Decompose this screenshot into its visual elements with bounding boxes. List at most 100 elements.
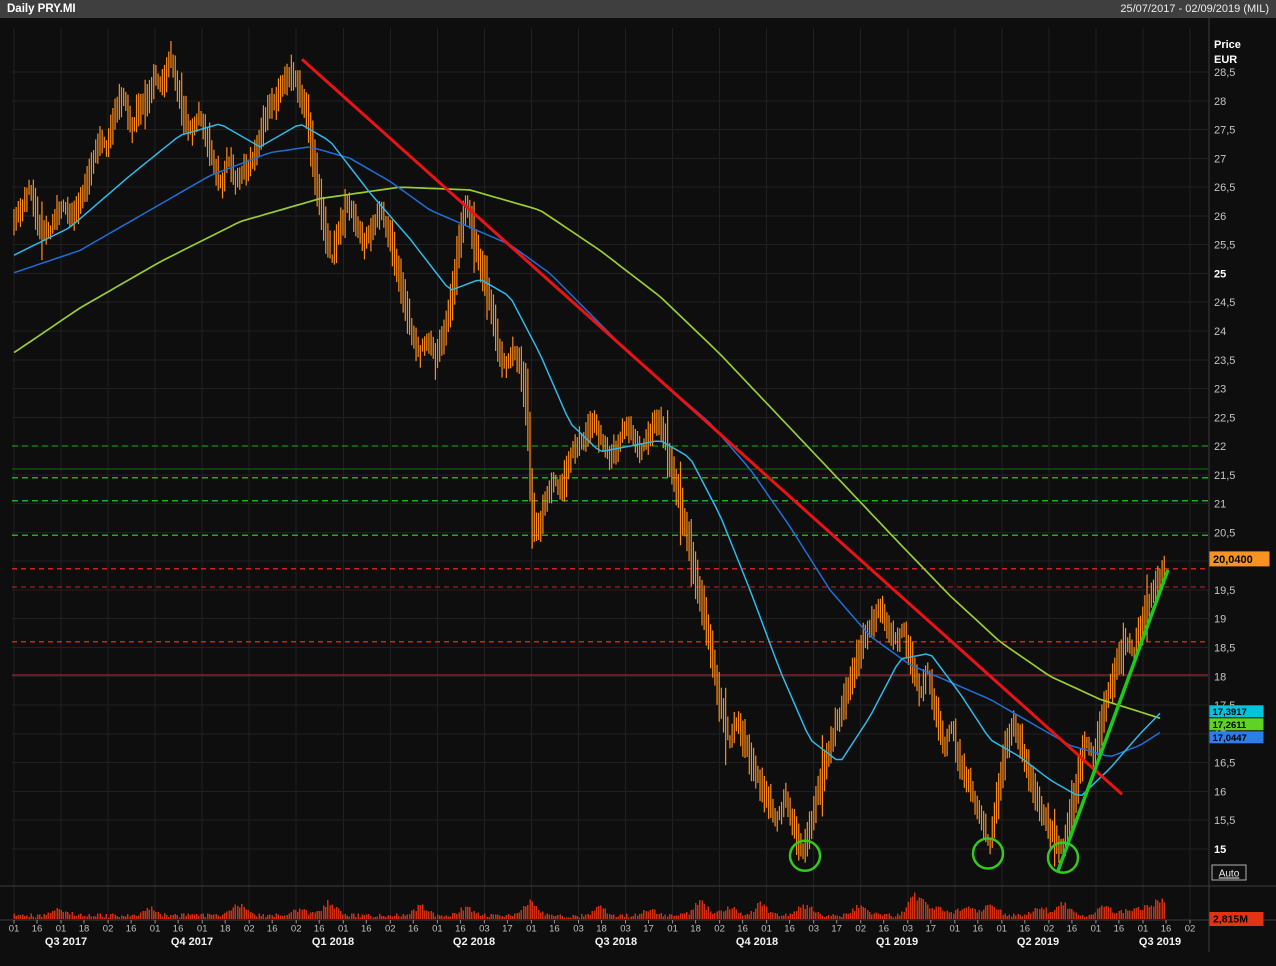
date-tick-label: 16 — [314, 924, 325, 935]
date-tick-label: 02 — [714, 924, 725, 935]
reversal-circles[interactable] — [788, 837, 1080, 874]
price-tick-label: 26 — [1214, 211, 1226, 223]
date-tick-label: 01 — [667, 924, 678, 935]
date-tick-label: 01 — [9, 924, 20, 935]
date-tick-label: 01 — [1138, 924, 1149, 935]
price-tick-label: 16,5 — [1214, 758, 1235, 770]
price-tick-label: 28,5 — [1214, 67, 1235, 79]
date-tick-label: 18 — [79, 924, 90, 935]
date-tick-label: 03 — [808, 924, 819, 935]
price-tick-label: 21 — [1214, 499, 1226, 511]
date-tick-label: 01 — [950, 924, 961, 935]
support-resistance-levels[interactable] — [12, 445, 1208, 676]
date-tick-label: 01 — [197, 924, 208, 935]
price-tick-label: 27 — [1214, 153, 1226, 165]
svg-text:Auto: Auto — [1219, 869, 1240, 880]
date-tick-label: 18 — [690, 924, 701, 935]
date-tick-label: 17 — [502, 924, 513, 935]
price-tick-label: 25 — [1214, 268, 1226, 280]
pane-separators — [0, 18, 1276, 952]
quarter-label: Q2 2019 — [1017, 936, 1059, 948]
svg-text:17,0447: 17,0447 — [1213, 733, 1247, 744]
price-tick-label: 18,5 — [1214, 643, 1235, 655]
date-tick-label: 01 — [526, 924, 537, 935]
date-tick-label: 16 — [267, 924, 278, 935]
price-tick-label: 24,5 — [1214, 297, 1235, 309]
quarter-label: Q2 2018 — [453, 936, 495, 948]
date-tick-label: 01 — [761, 924, 772, 935]
ma-value-badge: 17,0447 — [1209, 731, 1264, 744]
uptrend-line[interactable] — [1056, 569, 1170, 872]
date-range: 25/07/2017 - 02/09/2019 (MIL) — [1120, 3, 1269, 15]
date-tick-label: 16 — [549, 924, 560, 935]
auto-scale-button[interactable]: Auto — [1211, 864, 1247, 881]
date-tick-label: 03 — [573, 924, 584, 935]
axis-unit-label: Price — [1214, 39, 1241, 51]
price-tick-label: 18 — [1214, 671, 1226, 683]
axis-currency-label: EUR — [1214, 54, 1237, 66]
grid — [12, 28, 1208, 919]
date-tick-label: 02 — [1185, 924, 1196, 935]
date-tick-label: 02 — [855, 924, 866, 935]
price-tick-label: 26,5 — [1214, 182, 1235, 194]
date-tick-label: 01 — [56, 924, 67, 935]
downtrend-line[interactable] — [300, 58, 1124, 796]
price-tick-label: 15 — [1214, 844, 1226, 856]
date-tick-label: 16 — [1067, 924, 1078, 935]
price-tick-label: 23 — [1214, 384, 1226, 396]
date-tick-label: 17 — [926, 924, 937, 935]
svg-text:17,3917: 17,3917 — [1213, 707, 1247, 718]
candlestick-series — [13, 41, 1165, 867]
date-tick-label: 03 — [479, 924, 490, 935]
quarter-label: Q1 2019 — [876, 936, 918, 948]
date-tick-label: 16 — [878, 924, 889, 935]
date-tick-label: 16 — [455, 924, 466, 935]
reversal-circle — [788, 839, 822, 873]
chart-title: Daily PRY.MI — [7, 3, 76, 15]
price-tick-label: 23,5 — [1214, 355, 1235, 367]
quarter-label: Q3 2018 — [595, 936, 637, 948]
volume-value-badge: 2,815M — [1209, 912, 1264, 926]
reversal-circle — [971, 837, 1005, 870]
titlebar: Daily PRY.MI 25/07/2017 - 02/09/2019 (MI… — [0, 0, 1276, 18]
date-tick-label: 03 — [903, 924, 914, 935]
date-tick-label: 16 — [361, 924, 372, 935]
ma-value-badge: 17,3917 — [1209, 705, 1264, 718]
date-tick-label: 16 — [32, 924, 43, 935]
price-tick-label: 16 — [1214, 786, 1226, 798]
price-tick-label: 19,5 — [1214, 585, 1235, 597]
price-tick-label: 19 — [1214, 614, 1226, 626]
quarter-label: Q1 2018 — [312, 936, 354, 948]
time-axis[interactable]: 01 16 01 18 02 16 01 16 01 18 02 16 02 16 01 16 02 16 01 16… — [9, 920, 1196, 948]
date-tick-label: 18 — [220, 924, 231, 935]
date-tick-label: 16 — [973, 924, 984, 935]
date-tick-label: 16 — [1020, 924, 1031, 935]
svg-text:17,2611: 17,2611 — [1213, 720, 1248, 731]
ma-long-green-line — [13, 186, 1161, 720]
date-tick-label: 17 — [643, 924, 654, 935]
ma-short-cyan-line — [13, 123, 1161, 796]
quarter-label: Q3 2017 — [45, 936, 87, 948]
price-tick-label: 25,5 — [1214, 240, 1235, 252]
date-tick-label: 01 — [432, 924, 443, 935]
svg-text:2,815M: 2,815M — [1213, 914, 1248, 926]
reversal-circle — [1046, 841, 1080, 874]
date-tick-label: 01 — [997, 924, 1008, 935]
price-tick-label: 22 — [1214, 441, 1226, 453]
date-tick-label: 16 — [784, 924, 795, 935]
date-tick-label: 03 — [620, 924, 631, 935]
date-tick-label: 01 — [1091, 924, 1102, 935]
volume-series — [13, 892, 1165, 919]
date-tick-label: 02 — [244, 924, 255, 935]
price-tick-label: 15,5 — [1214, 815, 1235, 827]
quarter-label: Q3 2019 — [1139, 936, 1181, 948]
date-tick-label: 16 — [408, 924, 419, 935]
date-tick-label: 01 — [338, 924, 349, 935]
price-tick-label: 27,5 — [1214, 125, 1235, 137]
quarter-label: Q4 2018 — [736, 936, 778, 948]
date-tick-label: 16 — [737, 924, 748, 935]
price-tick-label: 22,5 — [1214, 412, 1235, 424]
